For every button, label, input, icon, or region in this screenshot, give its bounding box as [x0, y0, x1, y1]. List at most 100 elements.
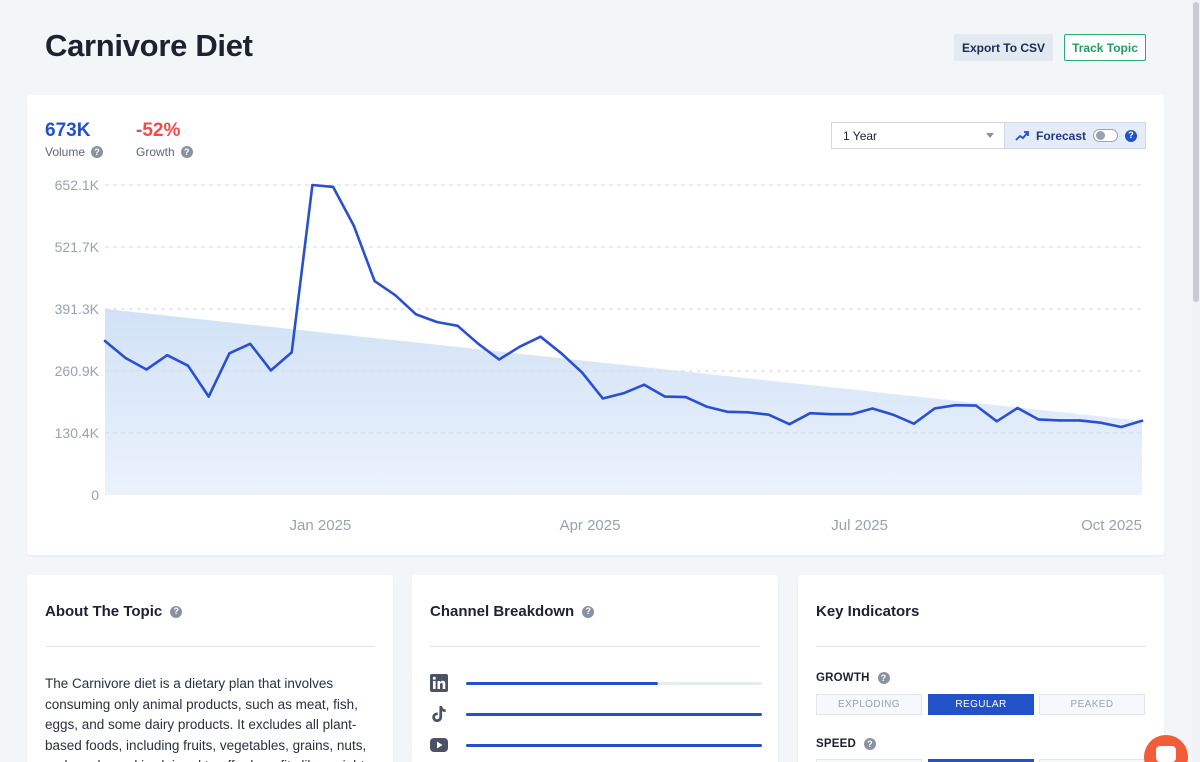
linkedin-icon — [430, 674, 448, 692]
channel-bar-fill — [466, 713, 762, 716]
y-tick-label: 521.7K — [55, 239, 100, 255]
scrollbar-thumb[interactable] — [1193, 2, 1199, 302]
data-point — [373, 279, 376, 283]
about-topic-panel: About The Topic ? The Carnivore diet is … — [27, 575, 393, 762]
about-help-icon[interactable]: ? — [170, 605, 183, 618]
channel-breakdown-title: Channel Breakdown ? — [430, 603, 595, 620]
data-point — [207, 395, 210, 398]
volume-help-icon[interactable]: ? — [91, 146, 104, 158]
channel-bar — [466, 713, 762, 716]
y-tick-label: 652.1K — [55, 177, 100, 193]
data-point — [601, 397, 604, 400]
data-point — [954, 403, 957, 407]
data-point — [912, 422, 916, 425]
growth-indicator-text: GROWTH — [816, 672, 870, 684]
data-point — [456, 324, 459, 327]
chevron-down-icon — [986, 133, 994, 138]
page-scrollbar[interactable] — [1192, 0, 1200, 762]
data-point — [435, 320, 439, 324]
volume-label-text: Volume — [45, 145, 86, 159]
key-indicators-title: Key Indicators — [816, 603, 920, 620]
channel-bar-fill — [466, 744, 762, 747]
speed-indicator-help-icon[interactable]: ? — [864, 738, 876, 750]
export-csv-button[interactable]: Export To CSV — [954, 34, 1053, 61]
about-description: The Carnivore diet is a dietary plan tha… — [45, 676, 367, 762]
growth-option-peaked[interactable]: PEAKED — [1039, 694, 1145, 715]
data-point — [145, 368, 148, 371]
forecast-label: Forecast — [1036, 128, 1087, 143]
period-select[interactable]: 1 Year — [831, 122, 1005, 149]
data-point — [539, 335, 542, 338]
channel-help-icon[interactable]: ? — [582, 605, 595, 618]
channel-bar-fill — [466, 682, 659, 685]
x-tick-label: Apr 2025 — [560, 517, 621, 534]
data-point — [228, 352, 231, 355]
data-point — [808, 412, 812, 415]
y-tick-label: 0 — [91, 487, 99, 503]
channel-breakdown-panel: Channel Breakdown ? — [412, 575, 778, 762]
about-title-text: About The Topic — [45, 603, 163, 620]
divider — [45, 646, 375, 647]
key-indicators-panel: Key Indicators GROWTH ? EXPLODING REGULA… — [798, 575, 1164, 762]
trend-area — [105, 308, 1142, 495]
data-point — [1016, 406, 1019, 410]
y-tick-label: 260.9K — [55, 363, 100, 379]
speed-option[interactable] — [816, 759, 922, 762]
data-point — [684, 395, 687, 399]
data-point — [829, 412, 833, 416]
divider — [430, 646, 760, 647]
volume-value: 673K — [45, 120, 91, 141]
forecast-toggle[interactable] — [1093, 129, 1119, 142]
data-point — [352, 224, 356, 228]
data-point — [746, 411, 750, 414]
data-point — [850, 412, 853, 416]
data-point — [124, 356, 127, 360]
growth-indicator-help-icon[interactable]: ? — [877, 672, 890, 684]
channel-row-linkedin — [430, 674, 762, 692]
channel-row-youtube — [430, 736, 762, 754]
trend-chart-card: 673K Volume ? -52% Growth ? 1 Year Forec… — [27, 95, 1164, 555]
speed-indicator-label: SPEED ? — [816, 738, 876, 750]
channel-row-tiktok — [430, 705, 762, 723]
volume-line-chart: 652.1K 521.7K 391.3K 260.9K 130.4K 0 Jan 2025 A… — [55, 177, 1144, 534]
channel-title-text: Channel Breakdown — [430, 603, 575, 620]
x-tick-label: Jan 2025 — [290, 517, 352, 534]
volume-label: Volume ? — [45, 145, 104, 159]
chat-icon — [1156, 746, 1176, 762]
data-point — [414, 313, 418, 316]
data-point — [705, 405, 708, 408]
growth-label-text: Growth — [136, 145, 175, 159]
trending-up-icon — [1015, 130, 1029, 141]
growth-option-regular[interactable]: REGULAR — [928, 694, 1034, 715]
data-point — [269, 369, 273, 372]
forecast-control: Forecast ? — [1005, 122, 1146, 149]
data-point — [1140, 419, 1144, 423]
tiktok-icon — [430, 705, 448, 723]
data-point — [497, 358, 501, 361]
channel-bar — [466, 744, 762, 747]
data-point — [891, 413, 895, 416]
toggle-knob — [1096, 131, 1106, 140]
data-point — [103, 339, 107, 343]
youtube-icon — [430, 736, 448, 754]
track-topic-button[interactable]: Track Topic — [1064, 34, 1146, 61]
growth-help-icon[interactable]: ? — [180, 146, 193, 158]
x-tick-label: Oct 2025 — [1081, 517, 1142, 534]
data-point — [394, 294, 397, 297]
speed-option-selected[interactable] — [928, 759, 1034, 762]
data-point — [580, 371, 584, 374]
growth-option-exploding[interactable]: EXPLODING — [816, 694, 922, 715]
channel-bar — [466, 682, 762, 685]
page-title: Carnivore Diet — [45, 28, 253, 63]
data-point — [1057, 419, 1061, 422]
growth-indicator-label: GROWTH ? — [816, 672, 890, 684]
data-point — [767, 413, 770, 416]
data-point — [1078, 419, 1081, 422]
data-point — [1120, 425, 1123, 429]
y-tick-label: 391.3K — [55, 301, 100, 317]
data-point — [726, 410, 729, 414]
data-point — [477, 342, 480, 346]
forecast-help-icon[interactable]: ? — [1125, 129, 1138, 142]
data-point — [995, 420, 999, 423]
data-point — [331, 185, 335, 189]
